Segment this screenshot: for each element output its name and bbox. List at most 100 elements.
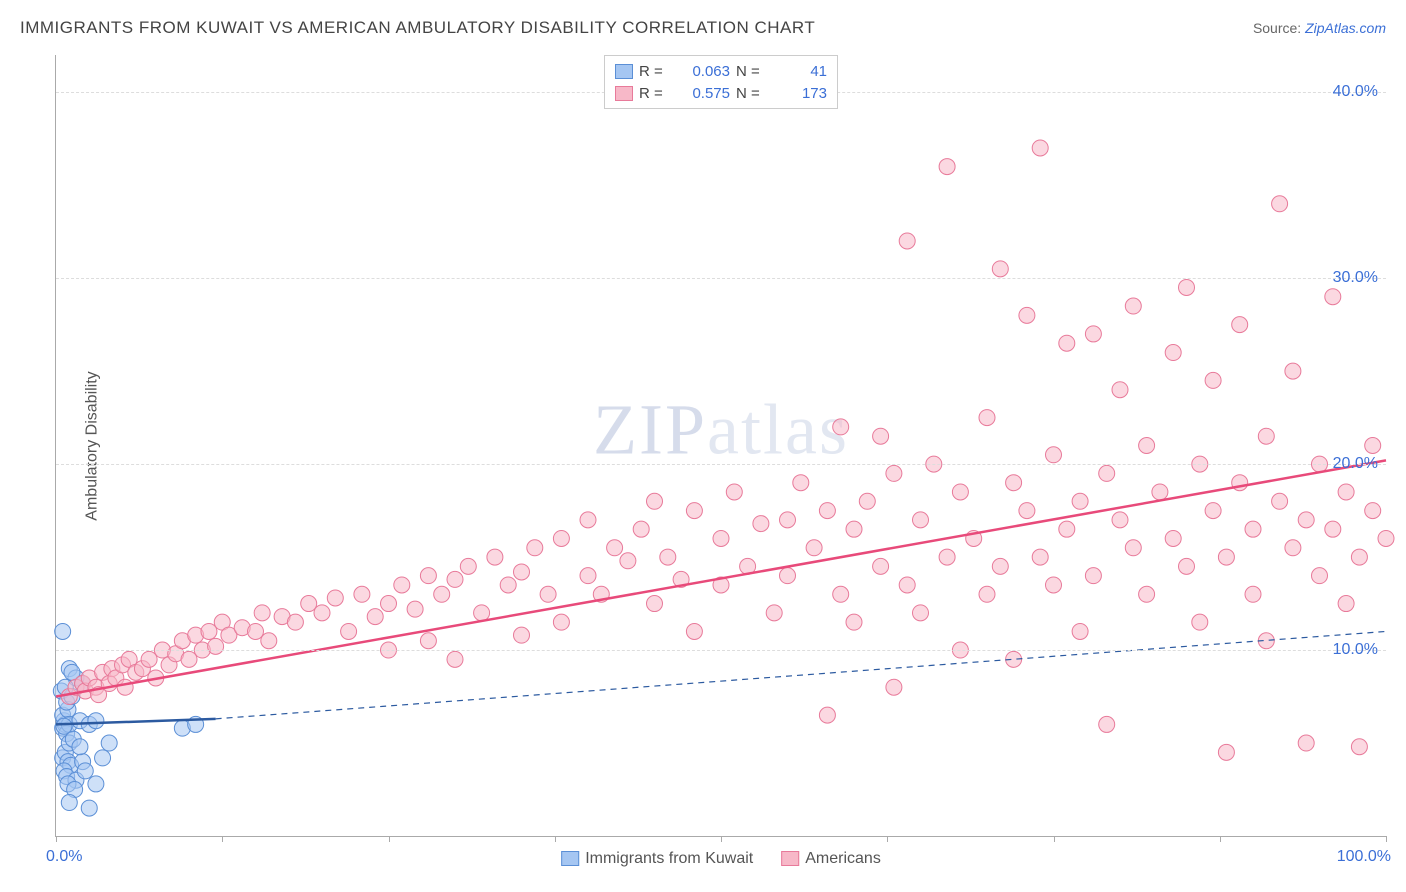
data-point-series-1 (899, 233, 915, 249)
data-point-series-1 (979, 410, 995, 426)
data-point-series-1 (1059, 335, 1075, 351)
data-point-series-1 (952, 484, 968, 500)
x-tick (555, 836, 556, 842)
data-point-series-1 (1165, 345, 1181, 361)
data-point-series-1 (899, 577, 915, 593)
data-point-series-1 (1112, 382, 1128, 398)
gridline-h (56, 650, 1386, 651)
data-point-series-1 (1059, 521, 1075, 537)
source-link[interactable]: ZipAtlas.com (1305, 20, 1386, 36)
data-point-series-1 (686, 623, 702, 639)
legend-row-series-0: R = 0.063 N = 41 (615, 60, 827, 82)
legend-label-1: Americans (805, 850, 881, 867)
data-point-series-1 (1298, 735, 1314, 751)
data-point-series-1 (1099, 465, 1115, 481)
data-point-series-1 (487, 549, 503, 565)
data-point-series-1 (1312, 568, 1328, 584)
data-point-series-1 (314, 605, 330, 621)
data-point-series-0 (55, 623, 71, 639)
data-point-series-1 (939, 549, 955, 565)
data-point-series-1 (527, 540, 543, 556)
data-point-series-1 (913, 605, 929, 621)
data-point-series-1 (886, 679, 902, 695)
data-point-series-1 (1218, 744, 1234, 760)
data-point-series-1 (1218, 549, 1234, 565)
data-point-series-1 (1006, 475, 1022, 491)
legend-label-0: Immigrants from Kuwait (585, 850, 753, 867)
data-point-series-1 (1338, 484, 1354, 500)
data-point-series-0 (72, 739, 88, 755)
y-tick-label: 10.0% (1333, 641, 1378, 659)
legend-swatch-1 (615, 86, 633, 101)
data-point-series-1 (287, 614, 303, 630)
gridline-h (56, 464, 1386, 465)
data-point-series-1 (354, 586, 370, 602)
gridline-h (56, 278, 1386, 279)
x-tick (1054, 836, 1055, 842)
data-point-series-1 (301, 596, 317, 612)
r-label: R = (639, 63, 669, 80)
data-point-series-0 (61, 795, 77, 811)
y-tick-label: 20.0% (1333, 455, 1378, 473)
data-point-series-1 (1338, 596, 1354, 612)
data-point-series-1 (1205, 372, 1221, 388)
data-point-series-1 (780, 512, 796, 528)
x-tick-label-max: 100.0% (1337, 848, 1391, 866)
data-point-series-1 (1019, 503, 1035, 519)
data-point-series-1 (846, 521, 862, 537)
data-point-series-1 (686, 503, 702, 519)
legend-swatch-1b (781, 851, 799, 866)
data-point-series-1 (447, 651, 463, 667)
data-point-series-1 (1285, 363, 1301, 379)
data-point-series-1 (1139, 586, 1155, 602)
data-point-series-1 (1179, 279, 1195, 295)
data-point-series-1 (1085, 326, 1101, 342)
data-point-series-1 (1072, 493, 1088, 509)
data-point-series-1 (1351, 739, 1367, 755)
data-point-series-1 (806, 540, 822, 556)
y-tick-label: 40.0% (1333, 83, 1378, 101)
data-point-series-1 (248, 623, 264, 639)
data-point-series-1 (1152, 484, 1168, 500)
data-point-series-1 (607, 540, 623, 556)
n-label: N = (736, 63, 766, 80)
data-point-series-1 (1032, 549, 1048, 565)
data-point-series-1 (859, 493, 875, 509)
y-tick-label: 30.0% (1333, 269, 1378, 287)
data-point-series-1 (1365, 438, 1381, 454)
data-point-series-1 (1365, 503, 1381, 519)
data-point-series-1 (514, 564, 530, 580)
data-point-series-1 (819, 707, 835, 723)
legend-correlation-box: R = 0.063 N = 41 R = 0.575 N = 173 (604, 55, 838, 109)
legend-swatch-0b (561, 851, 579, 866)
data-point-series-1 (420, 568, 436, 584)
x-tick-label-min: 0.0% (46, 848, 82, 866)
x-tick (56, 836, 57, 842)
data-point-series-1 (886, 465, 902, 481)
data-point-series-1 (647, 596, 663, 612)
data-point-series-1 (407, 601, 423, 617)
data-point-series-1 (447, 571, 463, 587)
data-point-series-1 (1179, 558, 1195, 574)
data-point-series-1 (1298, 512, 1314, 528)
data-point-series-1 (367, 609, 383, 625)
data-point-series-1 (1032, 140, 1048, 156)
data-point-series-1 (1085, 568, 1101, 584)
x-tick (887, 836, 888, 842)
data-point-series-1 (833, 419, 849, 435)
n-label: N = (736, 85, 766, 102)
source-prefix: Source: (1253, 20, 1305, 36)
x-tick (721, 836, 722, 842)
plot-area: ZIPatlas R = 0.063 N = 41 R = 0.575 N = … (55, 55, 1386, 837)
data-point-series-1 (1245, 586, 1261, 602)
data-point-series-1 (793, 475, 809, 491)
data-point-series-1 (873, 558, 889, 574)
data-point-series-1 (633, 521, 649, 537)
data-point-series-1 (726, 484, 742, 500)
data-point-series-1 (1165, 530, 1181, 546)
chart-container: IMMIGRANTS FROM KUWAIT VS AMERICAN AMBUL… (0, 0, 1406, 892)
scatter-svg (56, 55, 1386, 836)
source-attribution: Source: ZipAtlas.com (1253, 20, 1386, 36)
data-point-series-1 (553, 614, 569, 630)
r-value-0: 0.063 (675, 63, 730, 80)
